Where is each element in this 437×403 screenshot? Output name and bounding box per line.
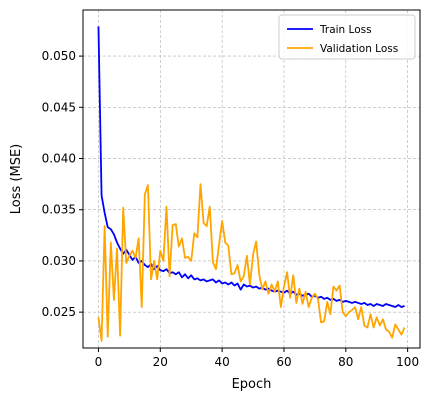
- y-tick-label: 0.045: [42, 100, 76, 114]
- legend: Train Loss Validation Loss: [278, 14, 416, 60]
- y-tick-label: 0.040: [42, 152, 76, 166]
- legend-label-train-loss: Train Loss: [319, 24, 372, 36]
- ticks: 0 20 40 60 80 100 0.025 0.030 0.035 0.040 0.045 0.0…: [42, 49, 419, 369]
- x-tick-label: 60: [276, 355, 291, 369]
- train-loss-line: [97, 26, 405, 308]
- series-layer: [97, 26, 406, 342]
- x-tick-label: 40: [214, 355, 229, 369]
- x-tick-label: 0: [95, 355, 103, 369]
- y-tick-label: 0.035: [42, 203, 76, 217]
- validation-loss-line: [97, 183, 406, 342]
- grid: [83, 10, 420, 348]
- y-tick-label: 0.025: [42, 305, 76, 319]
- x-tick-label: 80: [338, 355, 353, 369]
- x-axis-label: Epoch: [232, 377, 272, 392]
- y-tick-label: 0.030: [42, 254, 76, 268]
- y-axis-label: Loss (MSE): [9, 144, 24, 214]
- plot-frame: [82, 9, 421, 349]
- x-tick-label: 20: [153, 355, 168, 369]
- y-tick-label: 0.050: [42, 49, 76, 63]
- x-tick-label: 100: [396, 355, 419, 369]
- legend-label-validation-loss: Validation Loss: [320, 43, 398, 55]
